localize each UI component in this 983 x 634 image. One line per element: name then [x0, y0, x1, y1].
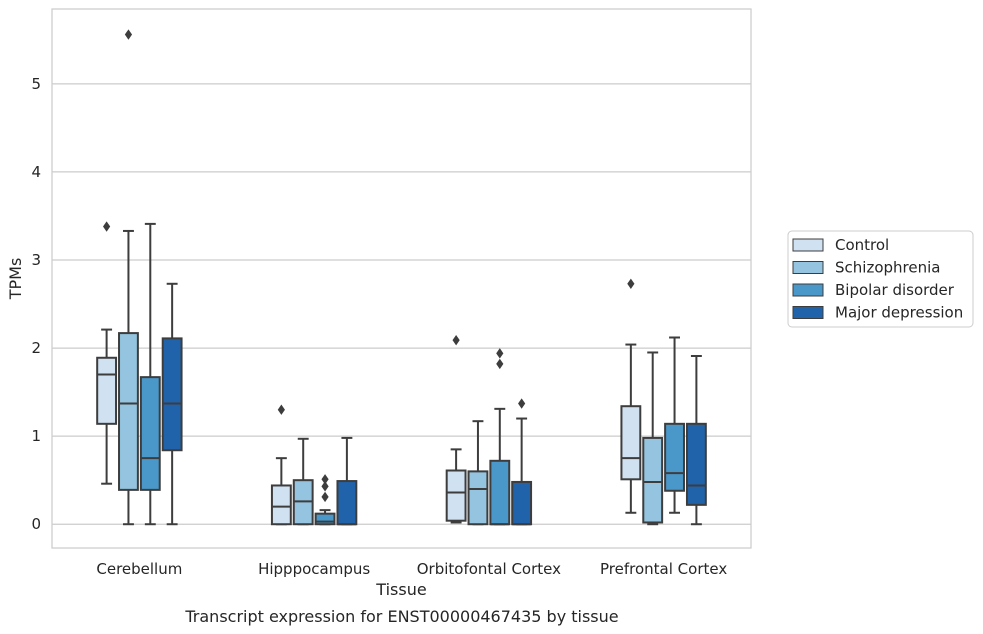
y-tick-label: 1 — [31, 427, 41, 445]
box-bipolar-disorder-0 — [139, 222, 161, 526]
box-control-0 — [96, 221, 118, 485]
y-tick-label: 2 — [31, 339, 41, 357]
box-control-3 — [620, 278, 642, 514]
iqr-box — [620, 405, 642, 481]
outlier-point — [518, 398, 526, 409]
outlier-point — [321, 474, 329, 485]
outlier-point — [103, 221, 111, 232]
box-bipolar-disorder-1 — [314, 474, 336, 526]
iqr-box — [445, 469, 467, 522]
legend: Control Schizophrenia Bipolar disorder Majo… — [787, 230, 974, 328]
legend-entry-label: Schizophrenia — [835, 259, 940, 277]
y-tick-labels: 0 1 2 3 4 5 — [31, 75, 41, 533]
iqr-box — [161, 337, 183, 452]
box-schizophrenia-1 — [292, 437, 314, 526]
legend-entry-label: Bipolar disorder — [835, 281, 955, 299]
legend-entry-label: Major depression — [835, 304, 963, 322]
x-tick-label: Cerebellum — [96, 560, 182, 578]
box-schizophrenia-0 — [118, 29, 139, 526]
legend-swatch — [792, 261, 824, 274]
legend-swatch — [792, 306, 824, 319]
y-tick-label: 0 — [31, 515, 41, 533]
y-tick-label: 4 — [31, 163, 41, 181]
box-schizophrenia-3 — [642, 351, 664, 526]
legend-swatch — [792, 238, 824, 252]
outlier-point — [496, 348, 504, 359]
x-tick-label: Hipppocampus — [258, 560, 370, 578]
outlier-point — [321, 491, 329, 503]
iqr-box — [685, 422, 707, 506]
iqr-box — [139, 376, 161, 491]
box-major-depression-0 — [161, 282, 183, 526]
outlier-point — [496, 358, 504, 370]
box-major-depression-3 — [685, 355, 707, 526]
iqr-box — [336, 480, 358, 526]
x-axis-label: Tissue — [375, 580, 426, 599]
iqr-box — [270, 484, 292, 526]
y-tick-label: 3 — [31, 251, 41, 269]
box-control-1 — [270, 404, 292, 526]
outlier-point — [321, 481, 329, 492]
plot-area-frame — [51, 8, 752, 549]
legend-swatch — [792, 283, 824, 297]
figure-caption: Transcript expression for ENST0000046743… — [184, 607, 618, 626]
x-tick-labels: Cerebellum Hipppocampus Orbitofontal Corte… — [96, 560, 727, 578]
x-tick-label: Prefrontal Cortex — [600, 560, 727, 578]
iqr-box — [511, 480, 533, 526]
iqr-box — [664, 422, 685, 492]
box-bipolar-disorder-2 — [489, 348, 511, 526]
box-major-depression-2 — [511, 398, 533, 526]
y-axis-label: TPMs — [6, 258, 25, 301]
box-schizophrenia-2 — [467, 420, 489, 526]
iqr-box — [314, 512, 336, 526]
outlier-point — [627, 278, 635, 289]
iqr-box — [118, 332, 139, 491]
legend-frame — [787, 230, 974, 328]
iqr-box — [642, 436, 664, 524]
outlier-point — [452, 334, 460, 346]
box-series — [96, 29, 707, 526]
legend-entry-label: Control — [835, 236, 889, 254]
iqr-box — [489, 459, 511, 526]
iqr-box — [467, 470, 489, 526]
x-tick-label: Orbitofontal Cortex — [417, 560, 561, 578]
outlier-point — [277, 404, 285, 415]
iqr-box — [96, 356, 118, 425]
box-bipolar-disorder-3 — [664, 336, 685, 514]
outlier-point — [124, 29, 133, 40]
box-control-2 — [445, 334, 467, 524]
y-tick-label: 5 — [31, 75, 41, 93]
box-major-depression-1 — [336, 436, 358, 526]
